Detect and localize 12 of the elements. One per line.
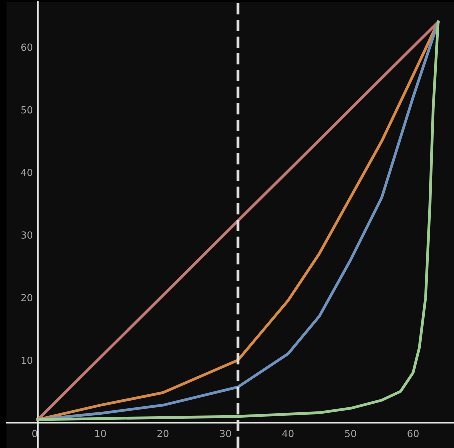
y-tick-label: 20 [22,294,33,302]
y-tick-label: 30 [22,232,33,239]
x-tick-label: 30 [220,430,232,438]
y-tick-label: 50 [22,106,33,114]
y-tick-label: 60 [22,44,33,52]
y-tick-label: 40 [21,169,33,176]
x-tick-label: 40 [282,430,294,438]
x-tick-label: 10 [96,430,106,438]
x-tick-label: 50 [345,430,356,438]
x-tick-label: 60 [408,430,419,438]
x-tick-label: 20 [158,430,169,438]
y-tick-label: 10 [22,356,33,364]
